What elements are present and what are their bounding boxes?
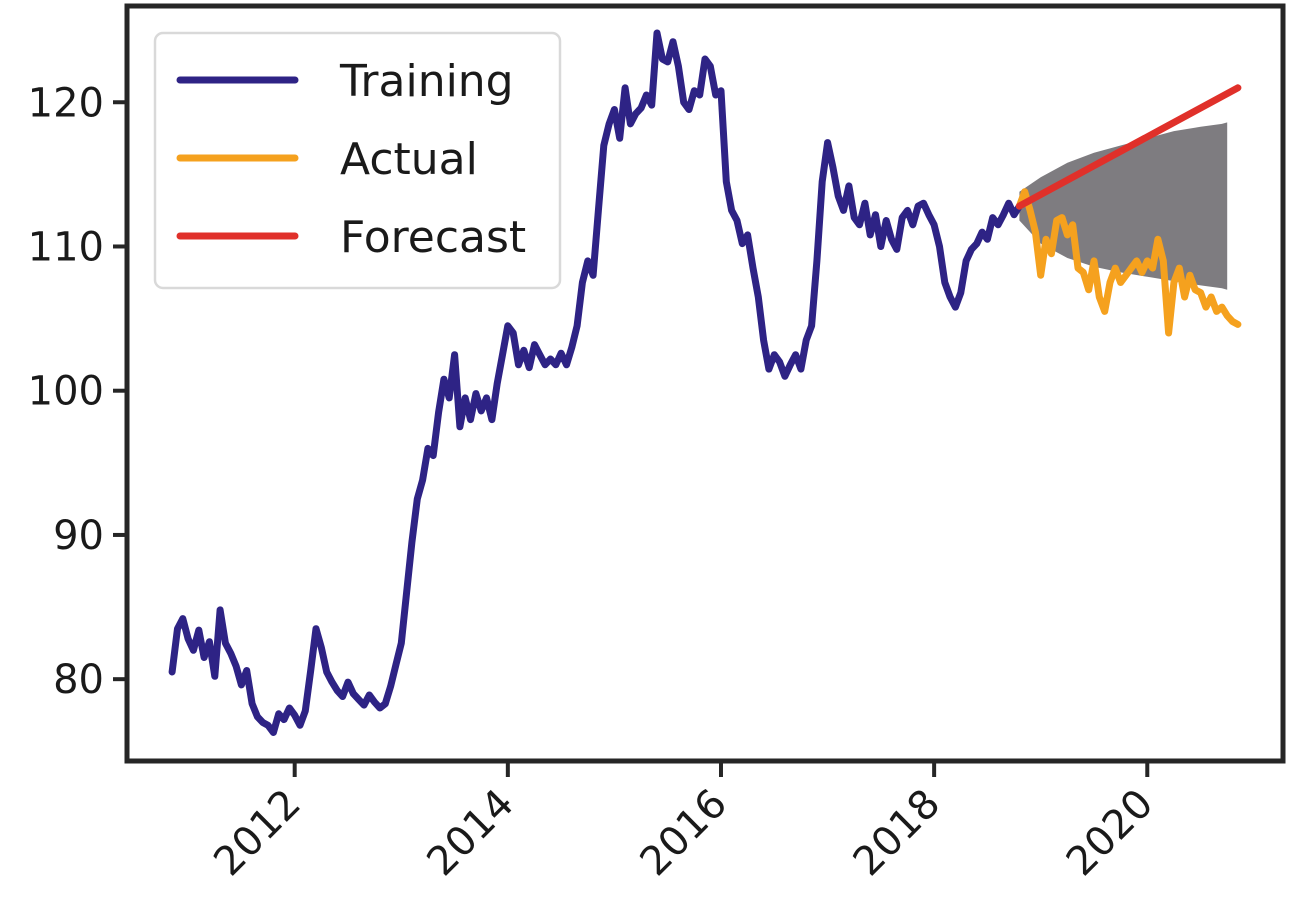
legend: Training Actual Forecast <box>153 31 562 290</box>
x-tick-label-2012: 2012 <box>205 781 310 886</box>
y-axis: 80 90 100 110 120 <box>28 80 127 703</box>
legend-label-forecast: Forecast <box>340 212 526 263</box>
series-layer <box>168 29 1242 736</box>
y-tick-label-90: 90 <box>53 513 104 559</box>
series-line-actual <box>1015 188 1242 337</box>
plot-area-frame <box>124 3 1286 764</box>
x-tick-label-2014: 2014 <box>418 781 523 886</box>
x-tick-label-2016: 2016 <box>632 781 737 886</box>
y-tick-label-110: 110 <box>28 224 104 270</box>
series-line-forecast <box>1015 84 1242 210</box>
series-line-training <box>168 29 1023 736</box>
x-axis: 2012 2014 2016 2018 2020 <box>205 761 1162 885</box>
y-tick-label-80: 80 <box>53 657 104 703</box>
legend-box <box>153 31 562 290</box>
y-tick-label-120: 120 <box>28 80 104 126</box>
confidence-band <box>1019 122 1228 290</box>
confidence-band-layer <box>1019 122 1228 290</box>
x-tick-label-2020: 2020 <box>1058 781 1163 886</box>
y-tick-label-100: 100 <box>28 369 104 415</box>
legend-label-actual: Actual <box>340 134 478 185</box>
legend-label-training: Training <box>339 56 514 107</box>
x-tick-label-2018: 2018 <box>845 781 950 886</box>
